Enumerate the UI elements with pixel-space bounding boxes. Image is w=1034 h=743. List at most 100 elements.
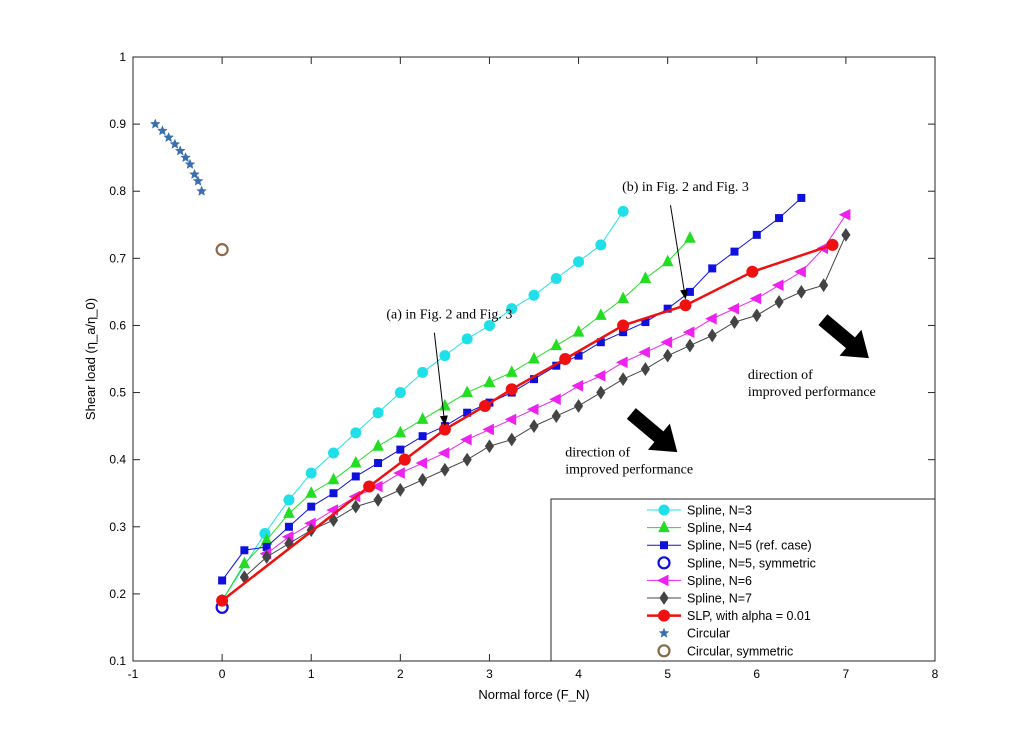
series-layer [149, 118, 851, 614]
data-point [507, 432, 517, 447]
data-point [284, 522, 293, 531]
data-point [730, 247, 739, 256]
x-tick-label: 0 [219, 667, 226, 681]
legend-entry: Circular, symmetric [687, 644, 793, 658]
data-point [685, 338, 695, 353]
series-1 [216, 231, 696, 606]
data-point [328, 447, 339, 459]
data-point [349, 455, 362, 468]
data-point [504, 413, 517, 426]
series-line [244, 234, 847, 578]
data-point [483, 375, 496, 387]
data-point [418, 472, 428, 487]
y-tick-label: 0.5 [109, 386, 126, 400]
data-point [462, 452, 472, 467]
data-point [617, 205, 629, 217]
x-tick-label: 6 [753, 667, 760, 681]
data-point [771, 279, 784, 291]
data-point [685, 287, 694, 296]
legend-entry: SLP, with alpha = 0.01 [687, 609, 811, 623]
data-point [437, 447, 450, 459]
data-point [528, 289, 540, 301]
series-7 [149, 118, 208, 196]
legend-entry: Spline, N=5, symmetric [687, 556, 816, 570]
data-point [551, 409, 561, 423]
data-point [307, 502, 316, 511]
x-tick-label: -1 [128, 667, 139, 681]
direction-label: improved performance [748, 385, 876, 400]
data-point [727, 302, 739, 315]
legend-marker [658, 520, 670, 533]
data-point [184, 158, 196, 169]
direction-label: improved performance [565, 462, 693, 477]
data-point [550, 338, 563, 351]
data-point [398, 453, 411, 466]
data-point [215, 243, 229, 257]
data-point [262, 550, 272, 564]
y-tick-label: 0.1 [109, 654, 126, 668]
data-point [163, 131, 175, 143]
data-point [196, 185, 208, 196]
data-point [395, 482, 405, 497]
data-point [351, 499, 361, 514]
data-point [526, 403, 539, 416]
x-tick-label: 3 [486, 667, 493, 681]
data-point [528, 351, 540, 364]
annotation-label: (a) in Fig. 2 and Fig. 3 [386, 308, 512, 323]
plot-area [132, 56, 936, 662]
annotations: (a) in Fig. 2 and Fig. 3 (b) in Fig. 2 an… [386, 180, 876, 477]
data-point [660, 336, 673, 349]
data-point [363, 480, 376, 493]
plot-frame [132, 56, 936, 662]
data-point [573, 399, 584, 413]
data-point [617, 319, 630, 332]
legend-marker [660, 541, 668, 550]
data-point [439, 350, 451, 362]
data-point [593, 369, 606, 382]
data-point [752, 230, 761, 239]
data-point [439, 398, 451, 411]
annotation-arrow [669, 205, 689, 300]
data-point [559, 353, 572, 365]
data-point [393, 467, 405, 479]
data-point [350, 427, 362, 439]
y-tick-label: 0.8 [109, 184, 126, 198]
data-point [240, 546, 249, 555]
legend-marker [656, 574, 669, 587]
annotation-arrow [433, 332, 448, 426]
data-point [618, 372, 628, 387]
data-point [482, 423, 494, 436]
x-axis-label: Normal force (F_N) [478, 687, 589, 702]
annotation-label: (b) in Fig. 2 and Fig. 3 [622, 180, 749, 195]
data-point [572, 325, 585, 337]
data-point [794, 265, 806, 278]
legend-marker [657, 644, 671, 658]
data-point [283, 494, 295, 506]
legend-marker [659, 591, 669, 605]
x-tick-label: 4 [575, 667, 582, 681]
data-point [729, 315, 740, 329]
direction-label: direction of [565, 445, 630, 460]
x-tick-label: 2 [397, 667, 404, 681]
data-point [749, 292, 762, 305]
data-point [549, 393, 561, 406]
data-point [149, 118, 161, 129]
data-point [707, 328, 717, 343]
series-5 [239, 227, 851, 585]
data-point [596, 385, 606, 400]
data-point [746, 265, 759, 278]
data-point [218, 576, 227, 585]
data-point [478, 399, 491, 412]
data-point [372, 439, 384, 451]
data-point [238, 556, 251, 569]
x-tick-label: 5 [664, 667, 671, 681]
data-point [174, 145, 186, 156]
data-point [841, 227, 851, 242]
data-point [416, 412, 429, 424]
data-point [394, 387, 406, 399]
legend-marker [658, 504, 670, 516]
data-point [708, 264, 717, 273]
data-point [440, 462, 450, 477]
data-point [373, 493, 383, 507]
legend-marker [658, 609, 670, 622]
